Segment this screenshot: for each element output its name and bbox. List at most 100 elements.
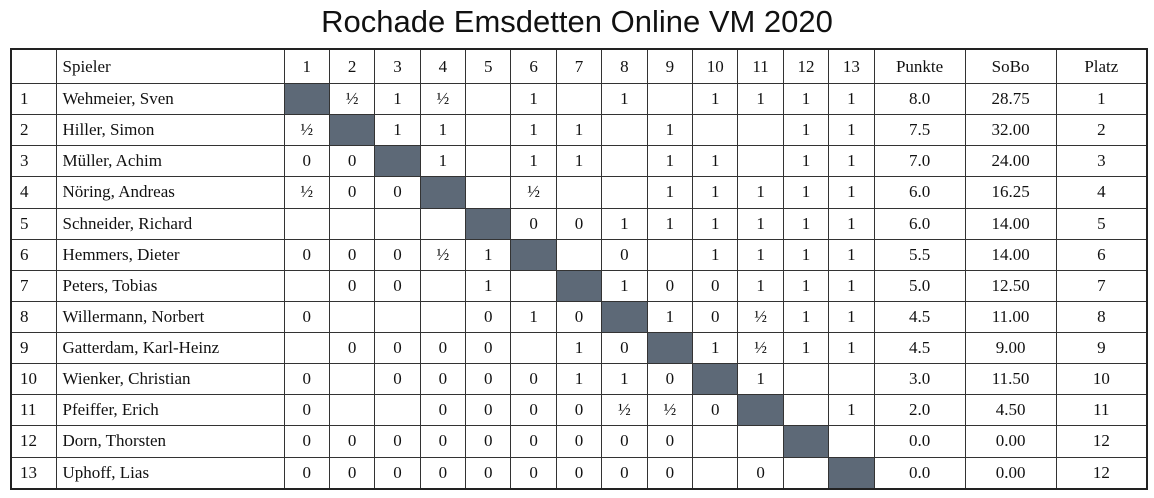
player-row: 11 Pfeiffer, Erich 0 0 0 0 0 ½ ½ 0 1 2.0 4.50 11 (10, 394, 1148, 427)
result-cell (283, 331, 330, 365)
points: 6.0 (873, 176, 966, 209)
player-name: Nöring, Andreas (55, 176, 285, 209)
result-cell (419, 207, 467, 240)
player-name: Schneider, Richard (55, 207, 285, 240)
player-name: Uphoff, Lias (55, 456, 285, 490)
result-cell (782, 394, 830, 427)
result-cell: 0 (646, 425, 694, 458)
result-cell: 0 (555, 425, 603, 458)
result-cell: 0 (374, 176, 421, 209)
player-row: 3 Müller, Achim 0 0 1 1 1 1 1 1 1 7.0 24.00 3 (10, 145, 1148, 178)
result-cell (510, 269, 557, 302)
result-cell: 0 (692, 300, 739, 334)
row-number: 11 (10, 394, 57, 427)
result-cell: 1 (692, 82, 739, 116)
points: 7.5 (873, 114, 966, 147)
rank: 2 (1055, 114, 1148, 147)
result-cell: 1 (601, 82, 648, 116)
diagonal-cell (737, 394, 784, 427)
result-cell: 1 (828, 331, 875, 365)
result-cell: 0 (555, 300, 603, 334)
player-row: 1 Wehmeier, Sven ½ 1 ½ 1 1 1 1 1 1 8.0 28.75 1 (10, 82, 1148, 116)
result-cell: 0 (465, 394, 512, 427)
points: 2.0 (873, 394, 966, 427)
result-cell: ½ (737, 300, 784, 334)
header-cell: Punkte (873, 48, 966, 84)
header-cell: 8 (601, 48, 648, 84)
diagonal-cell (828, 456, 875, 490)
result-cell (328, 363, 376, 396)
result-cell: 1 (828, 176, 875, 209)
diagonal-cell (646, 331, 694, 365)
result-cell: 1 (646, 300, 694, 334)
result-cell (510, 331, 557, 365)
header-cell: 11 (737, 48, 784, 84)
sobo: 14.00 (964, 238, 1057, 271)
result-cell: 1 (510, 114, 557, 147)
result-cell: 0 (374, 456, 421, 490)
result-cell: 1 (828, 238, 875, 271)
result-cell: 1 (782, 269, 830, 302)
result-cell (374, 394, 421, 427)
result-cell: ½ (283, 176, 330, 209)
sobo: 16.25 (964, 176, 1057, 209)
sobo: 0.00 (964, 456, 1057, 490)
result-cell: ½ (510, 176, 557, 209)
header-cell: Spieler (55, 48, 285, 84)
result-cell: 0 (601, 456, 648, 490)
sobo: 11.50 (964, 363, 1057, 396)
row-number: 4 (10, 176, 57, 209)
sobo: 4.50 (964, 394, 1057, 427)
result-cell (555, 238, 603, 271)
result-cell: 1 (601, 207, 648, 240)
result-cell: ½ (601, 394, 648, 427)
sobo: 32.00 (964, 114, 1057, 147)
result-cell: 0 (646, 456, 694, 490)
rank: 3 (1055, 145, 1148, 178)
result-cell (283, 269, 330, 302)
header-cell: 5 (465, 48, 512, 84)
result-cell: 0 (328, 145, 376, 178)
sobo: 11.00 (964, 300, 1057, 334)
result-cell (828, 363, 875, 396)
row-number: 8 (10, 300, 57, 334)
rank: 9 (1055, 331, 1148, 365)
rank: 12 (1055, 456, 1148, 490)
result-cell: 1 (782, 145, 830, 178)
result-cell (419, 269, 467, 302)
result-cell (828, 425, 875, 458)
rank: 6 (1055, 238, 1148, 271)
result-cell (555, 176, 603, 209)
result-cell (283, 207, 330, 240)
player-row: 2 Hiller, Simon ½ 1 1 1 1 1 1 1 7.5 32.00 2 (10, 114, 1148, 147)
result-cell: 0 (465, 425, 512, 458)
rank: 10 (1055, 363, 1148, 396)
result-cell: ½ (737, 331, 784, 365)
result-cell: 1 (737, 363, 784, 396)
result-cell: 0 (737, 456, 784, 490)
result-cell (692, 425, 739, 458)
result-cell (328, 207, 376, 240)
result-cell: 0 (328, 456, 376, 490)
result-cell: 1 (419, 114, 467, 147)
result-cell (328, 300, 376, 334)
header-cell (10, 48, 57, 84)
result-cell: 0 (465, 331, 512, 365)
rank: 12 (1055, 425, 1148, 458)
header-cell: 6 (510, 48, 557, 84)
result-cell: 1 (510, 300, 557, 334)
player-name: Dorn, Thorsten (55, 425, 285, 458)
result-cell: 1 (555, 114, 603, 147)
result-cell: 1 (828, 300, 875, 334)
result-cell: 0 (328, 238, 376, 271)
result-cell: 0 (419, 331, 467, 365)
diagonal-cell (465, 207, 512, 240)
result-cell: 0 (510, 363, 557, 396)
result-cell: 1 (828, 269, 875, 302)
player-row: 7 Peters, Tobias 0 0 1 1 0 0 1 1 1 5.0 12.50 7 (10, 269, 1148, 302)
player-row: 6 Hemmers, Dieter 0 0 0 ½ 1 0 1 1 1 1 5.5 14.00 6 (10, 238, 1148, 271)
result-cell: 1 (737, 176, 784, 209)
result-cell: 0 (510, 207, 557, 240)
points: 5.0 (873, 269, 966, 302)
result-cell: 1 (465, 238, 512, 271)
